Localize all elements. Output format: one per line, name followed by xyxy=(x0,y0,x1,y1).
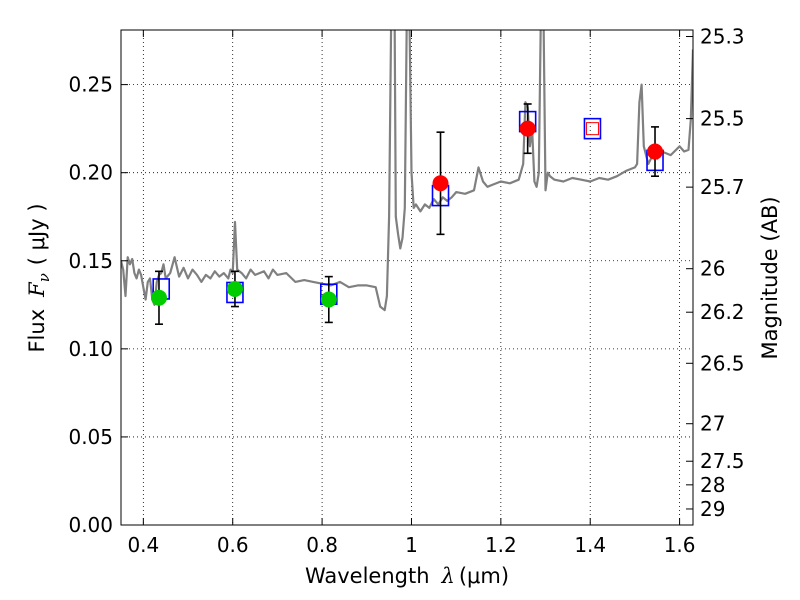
y2-tick-label: 29 xyxy=(700,497,725,521)
x-tick-label: 0.8 xyxy=(306,533,338,557)
red-data-point xyxy=(519,120,536,137)
x-tick-label: 1.6 xyxy=(664,533,696,557)
x-tick-label: 1.4 xyxy=(574,533,606,557)
red-data-point xyxy=(432,175,449,192)
plot-frame xyxy=(120,29,694,526)
y2-tick-label: 25.7 xyxy=(700,175,745,199)
spectrum-line xyxy=(121,30,693,312)
y2-tick-label: 27 xyxy=(700,412,725,436)
ticks-layer: 0.4 0.6 0.8 1 1.2 1.4 1.6 0.00 0.05 0.10 0.15 0.20 0… xyxy=(68,25,744,557)
y2-axis-label: Magnitude (AB) xyxy=(758,196,782,359)
red-data-point xyxy=(647,143,664,160)
y-tick-label: 0.20 xyxy=(68,161,113,185)
green-data-point xyxy=(320,291,337,308)
y-tick-label: 0.15 xyxy=(68,249,113,273)
x-tick-label: 1 xyxy=(405,533,418,557)
x-tick-label: 0.6 xyxy=(217,533,249,557)
y2-tick-label: 27.5 xyxy=(700,449,745,473)
y2-tick-label: 28 xyxy=(700,473,725,497)
upper-limit-marker xyxy=(585,122,599,136)
y2-tick-label: 26 xyxy=(700,257,725,281)
y2-tick-label: 25.3 xyxy=(700,25,745,49)
y-tick-label: 0.10 xyxy=(68,337,113,361)
y2-tick-label: 26.2 xyxy=(700,300,745,324)
green-data-point xyxy=(226,280,243,297)
y-tick-label: 0.05 xyxy=(68,425,113,449)
x-tick-label: 1.2 xyxy=(485,533,517,557)
green-data-point xyxy=(150,289,167,306)
x-axis-label: Wavelength λ (μm) xyxy=(305,564,509,588)
markers-layer xyxy=(150,103,664,325)
y-axis-label: FluxFν( μJy ) xyxy=(25,203,53,352)
grid-layer xyxy=(121,30,693,526)
y-tick-label: 0.00 xyxy=(68,513,113,537)
x-tick-label: 0.4 xyxy=(127,533,159,557)
spectrum-layer xyxy=(121,30,693,312)
model-square xyxy=(583,117,602,140)
y-tick-label: 0.25 xyxy=(68,73,113,97)
y2-tick-label: 26.5 xyxy=(700,351,745,375)
y2-tick-label: 25.5 xyxy=(700,107,745,131)
